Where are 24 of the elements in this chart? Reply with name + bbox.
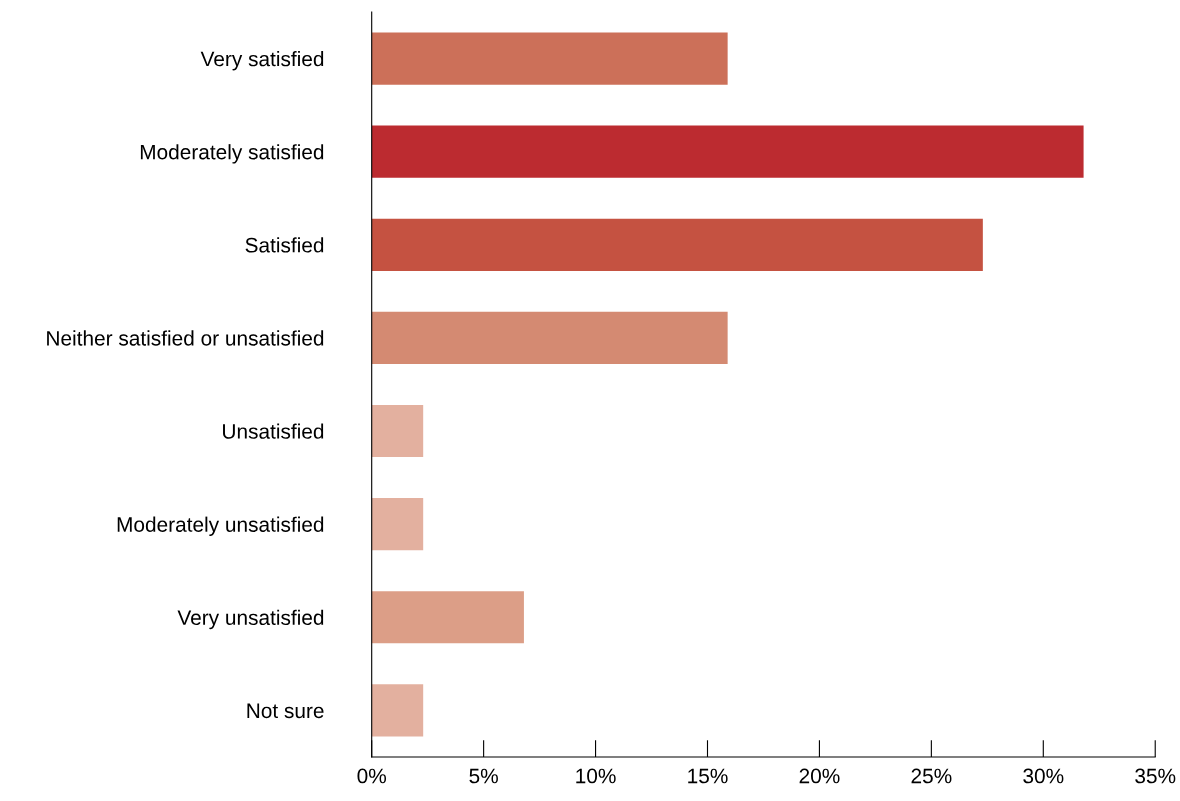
- y-tick-label: Moderately unsatisfied: [117, 516, 324, 537]
- bar: [371, 311, 728, 364]
- y-tick-label: Unsatisfied: [223, 423, 324, 439]
- bar: [371, 218, 983, 271]
- x-tick-label: 25%: [911, 768, 952, 784]
- y-tick-label: Very satisfied: [200, 51, 324, 71]
- x-tick-label: 15%: [688, 768, 728, 784]
- x-tick-label: 0%: [357, 768, 387, 784]
- y-tick-label: Neither satisfied or unsatisfied: [47, 330, 324, 346]
- y-tick-label: Satisfied: [245, 237, 324, 253]
- y-tick-label: Moderately satisfied: [140, 144, 324, 164]
- x-tick-label: 35%: [1135, 768, 1176, 784]
- y-tick-label: Very unsatisfied: [177, 609, 324, 630]
- x-tick-label: 10%: [576, 768, 616, 784]
- bar: [371, 591, 524, 644]
- bar: [371, 125, 1084, 178]
- x-tick-label: 20%: [799, 768, 840, 784]
- bar: [371, 32, 728, 85]
- bar: [371, 404, 424, 458]
- x-tick-label: 30%: [1023, 768, 1064, 784]
- x-tick-label: 5%: [469, 768, 498, 784]
- bar: [371, 684, 424, 737]
- bar: [371, 498, 424, 551]
- y-tick-label: Not sure: [247, 703, 324, 719]
